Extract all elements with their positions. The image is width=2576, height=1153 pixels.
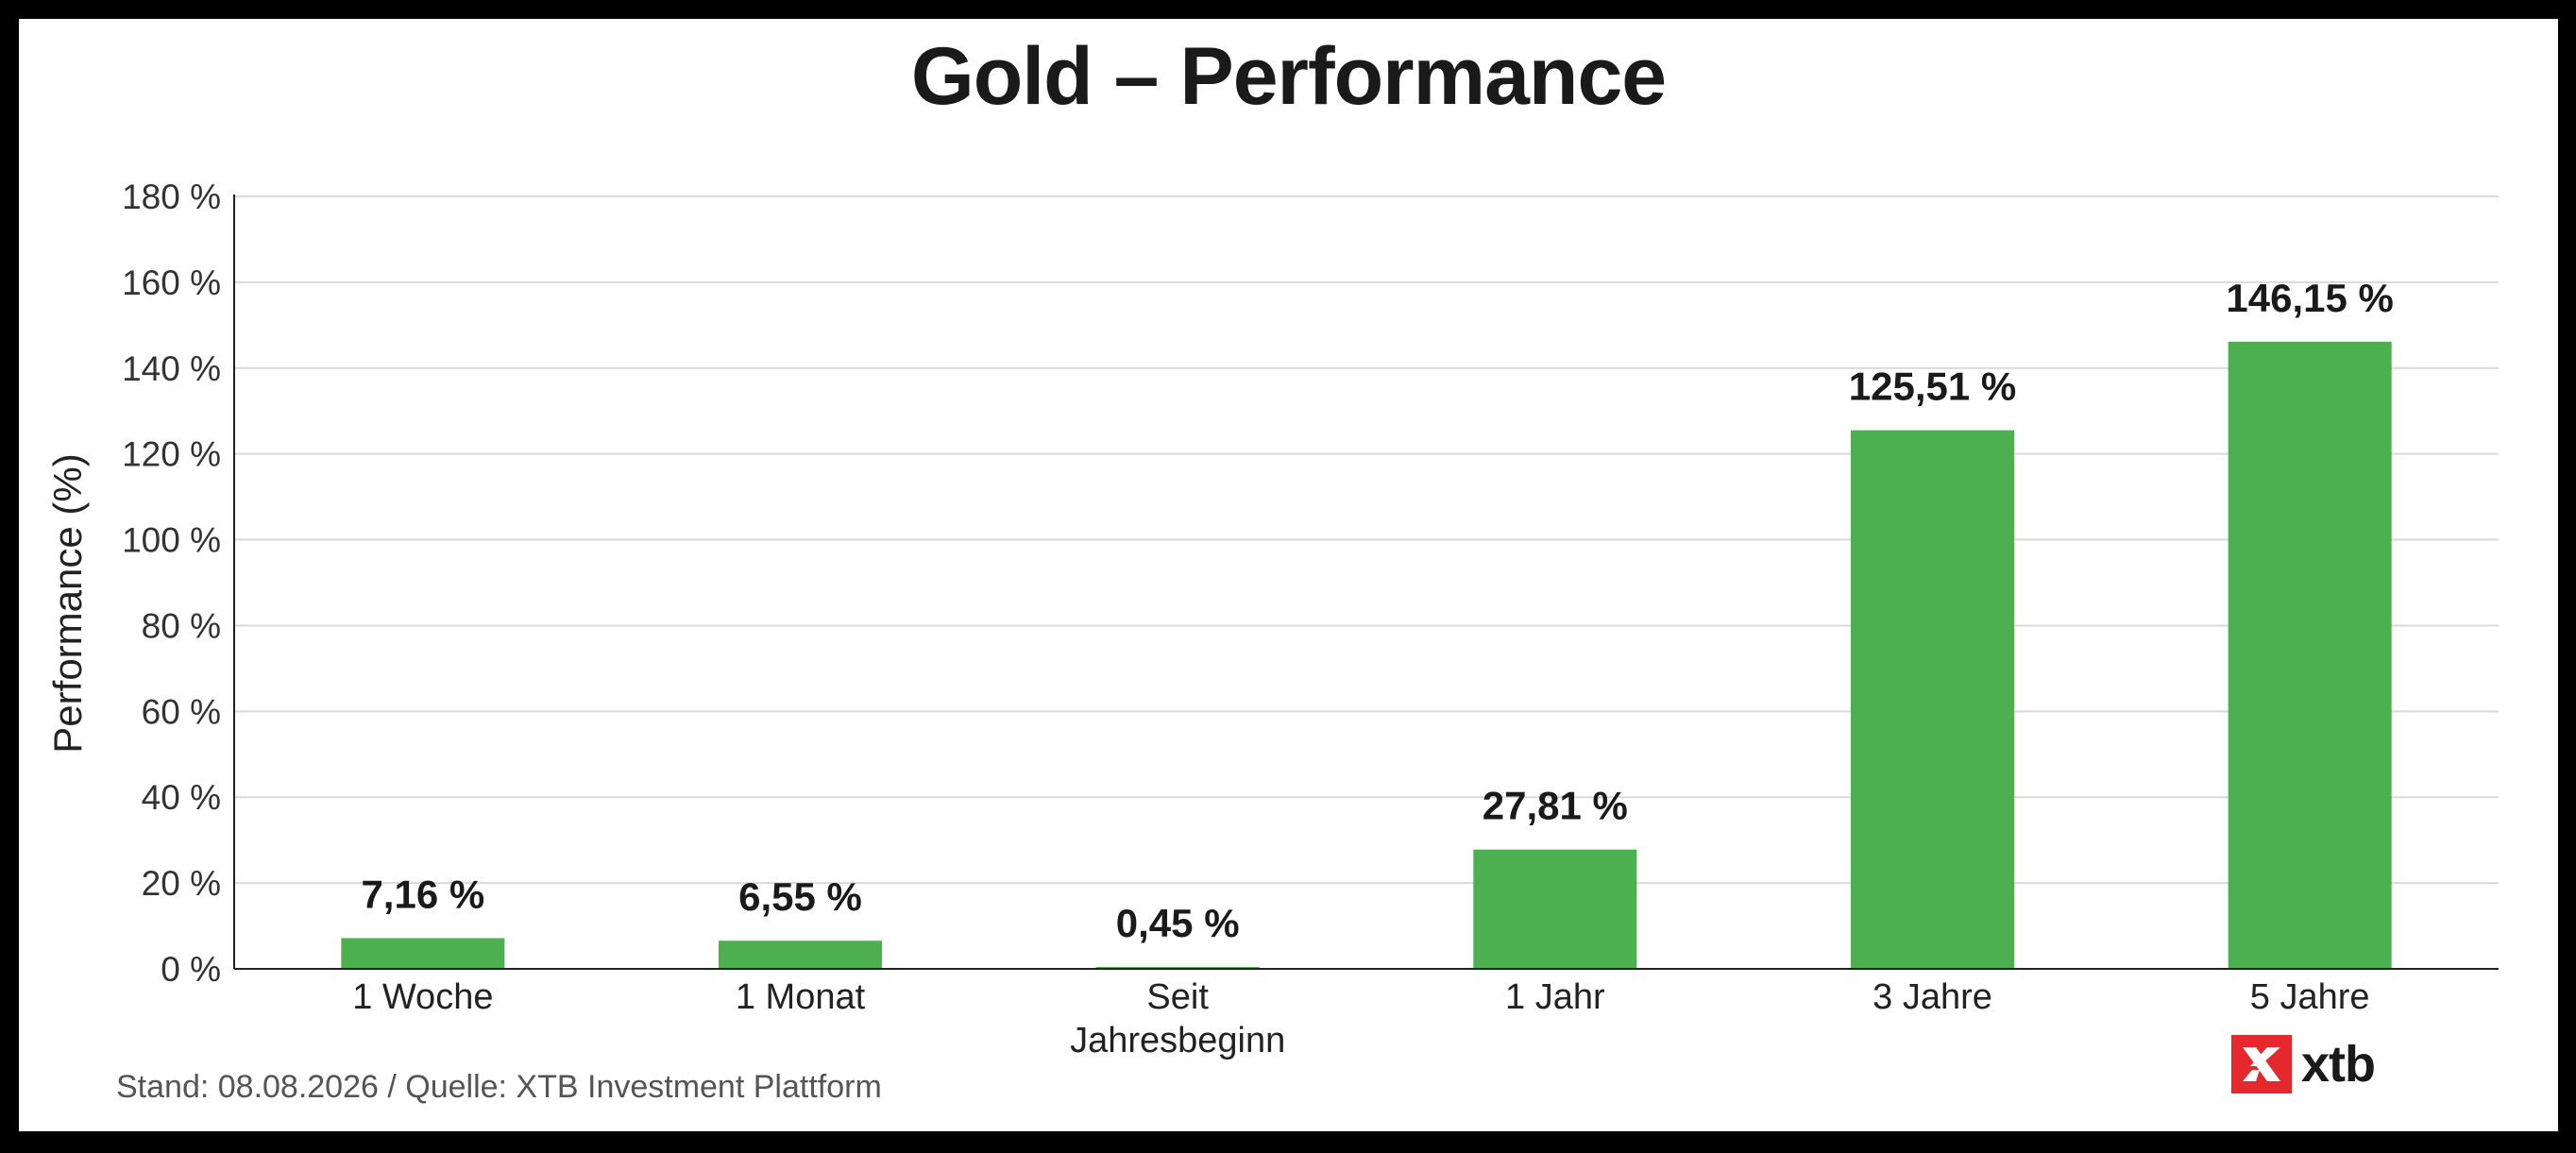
bar (719, 941, 882, 969)
bar (1095, 966, 1260, 969)
source-note: Stand: 08.08.2026 / Quelle: XTB Investme… (116, 1069, 882, 1105)
y-tick-label: 180 % (122, 178, 221, 216)
y-tick-label: 40 % (142, 778, 221, 817)
bar-value-label: 0,45 % (1116, 901, 1240, 945)
y-tick-label: 60 % (142, 692, 221, 731)
bar (1851, 430, 2014, 969)
grid-lines (234, 195, 2499, 885)
x-category-label: 5 Jahre (2250, 977, 2370, 1017)
bar-value-label: 146,15 % (2226, 276, 2393, 320)
y-tick-label: 100 % (122, 521, 221, 560)
x-category-label: 3 Jahre (1873, 977, 1992, 1017)
bar-value-label: 6,55 % (738, 874, 862, 919)
bar-value-label: 27,81 % (1483, 784, 1628, 828)
y-tick-label: 20 % (142, 864, 221, 903)
bar (341, 938, 505, 969)
chart-title: Gold – Performance (910, 31, 1667, 122)
x-category-label: Seit (1146, 977, 1209, 1017)
y-axis-title: Performance (%) (45, 453, 90, 753)
y-tick-label: 0 % (161, 950, 221, 989)
x-category-label: Jahresbeginn (1070, 1021, 1285, 1060)
bars (341, 341, 2392, 969)
bar-value-label: 125,51 % (1849, 365, 2016, 409)
xtb-logo: xtb (2231, 1035, 2376, 1094)
xtb-logo-text: xtb (2301, 1036, 2376, 1093)
y-tick-label: 160 % (122, 263, 221, 302)
labels: 0 % 20 % 40 % 60 % 80 % 100 % 120 % 140 % 160 % 1… (45, 178, 2394, 1060)
y-tick-label: 140 % (122, 349, 221, 388)
chart-frame: Gold – Performance 0 % 20 % 40 % 60 % 80 % 10… (19, 19, 2558, 1131)
y-tick-label: 80 % (142, 606, 221, 645)
bar (2228, 341, 2392, 969)
x-category-label: 1 Monat (736, 977, 866, 1017)
y-tick-label: 120 % (122, 435, 221, 474)
bar-value-label: 7,16 % (361, 872, 484, 916)
axes (233, 195, 2499, 970)
x-category-label: 1 Woche (352, 977, 493, 1017)
xtb-logo-icon (2231, 1035, 2292, 1094)
bar (1473, 849, 1637, 969)
x-category-label: 1 Jahr (1505, 977, 1605, 1017)
bar-chart: 0 % 20 % 40 % 60 % 80 % 100 % 120 % 140 % 160 % 1… (45, 178, 2499, 1060)
